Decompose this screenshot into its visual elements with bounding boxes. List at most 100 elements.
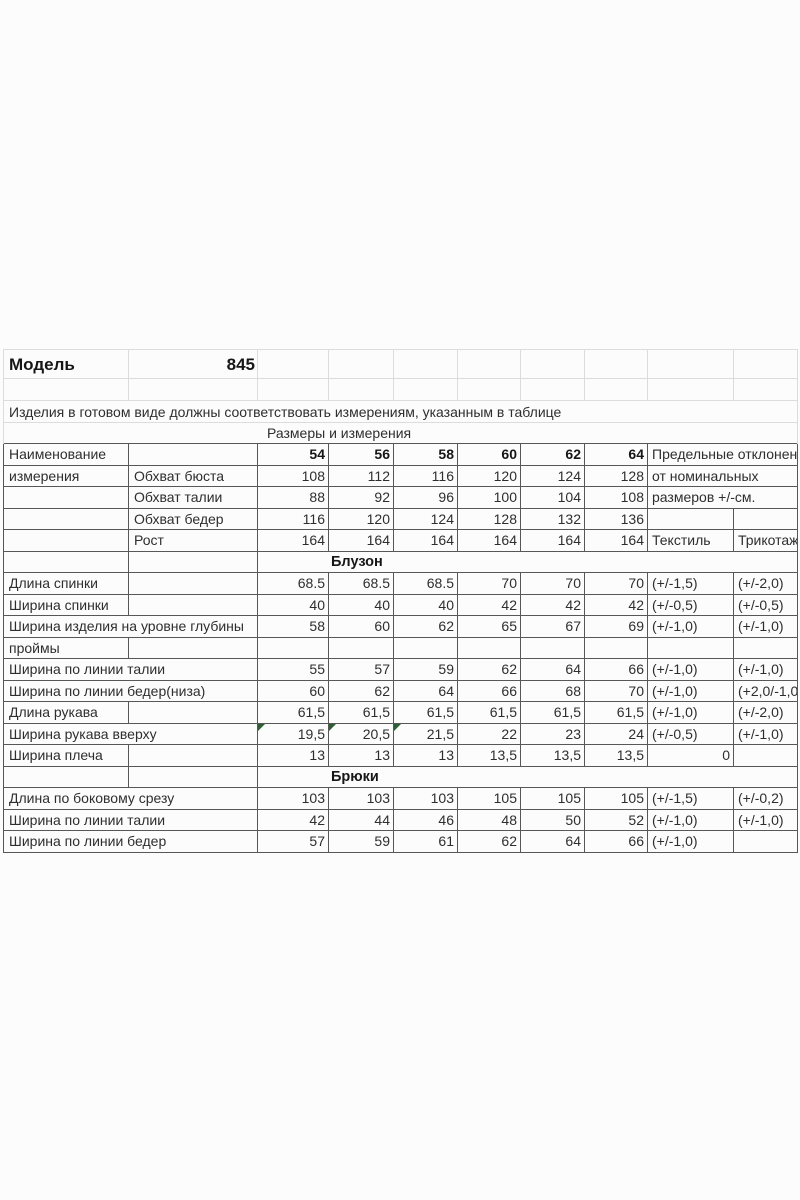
size-value: 108 [584,486,648,509]
empty-cell [257,636,329,659]
size-value-cell: 21,5 [393,722,458,745]
deviation-textile: (+/-1,0) [647,808,734,831]
size-value: 13 [393,744,458,767]
row-label: Ширина плеча [3,744,129,767]
row-label: Ширина по линии талии [3,658,258,681]
empty-cell [128,636,258,659]
size-value: 42 [457,593,521,616]
size-value: 21,5 [426,725,454,742]
size-value: 48 [457,808,521,831]
empty-cell [128,378,258,401]
size-value: 13 [257,744,329,767]
table-row: Ширина спинки 40 40 40 42 42 42 (+/-0,5)… [3,593,798,616]
empty-cell [733,378,798,401]
size-chart-table: Модель 845 Изделия в готовом виде должны… [3,349,798,853]
size-value: 52 [584,808,648,831]
size-value: 61,5 [257,701,329,724]
size-header: 60 [457,443,521,466]
size-value: 61 [393,830,458,853]
table-row: Ширина по линии талии 55 57 59 62 64 66 … [3,658,798,681]
size-value: 57 [257,830,329,853]
deviation-textile: (+/-1,0) [647,615,734,638]
empty-cell [3,529,129,552]
size-value: 42 [520,593,585,616]
size-value: 60 [328,615,394,638]
size-value: 61,5 [393,701,458,724]
empty-cell [257,349,329,379]
empty-cell [328,378,394,401]
comment-marker-icon [329,723,336,731]
deviation-textile: (+/-0,5) [647,593,734,616]
size-value: 164 [457,529,521,552]
size-value: 60 [257,679,329,702]
size-value: 70 [457,572,521,595]
deviation-knit: (+2,0/-1,0) [733,679,798,702]
empty-cell [128,593,258,616]
deviation-knit: (+/-1,0) [733,615,798,638]
size-chart-sheet: Модель 845 Изделия в готовом виде должны… [3,349,798,853]
size-value: 65 [457,615,521,638]
empty-cell [647,349,734,379]
deviation-textile: (+/-1,0) [647,701,734,724]
table-row: Модель 845 [3,349,798,379]
size-value: 19,5 [297,725,325,742]
row-label: Ширина спинки [3,593,129,616]
table-row: Длина по боковому срезу 103 103 103 105 … [3,787,798,810]
size-value: 13,5 [584,744,648,767]
textile-column-label: Текстиль [647,529,734,552]
empty-cell [733,744,798,767]
size-header: 54 [257,443,329,466]
fit-note: Изделия в готовом виде должны соответств… [3,400,798,423]
size-value: 68.5 [257,572,329,595]
size-value: 120 [457,464,521,487]
size-value: 62 [457,658,521,681]
size-value: 116 [257,507,329,530]
empty-cell [457,378,521,401]
empty-cell [584,378,648,401]
empty-cell [647,507,734,530]
deviation-textile: (+/-1,5) [647,787,734,810]
size-value: 116 [393,464,458,487]
size-value: 59 [328,830,394,853]
deviation-textile: (+/-1,0) [647,658,734,681]
knit-column-label: Трикотаж [733,529,798,552]
table-row: Ширина по линии бедер(низа) 60 62 64 66 … [3,679,798,702]
size-value: 164 [520,529,585,552]
table-row: Брюки [3,765,798,788]
deviation-knit: (+/-0,2) [733,787,798,810]
deviation-textile: (+/-1,0) [647,679,734,702]
empty-cell [520,349,585,379]
size-header: 58 [393,443,458,466]
size-value: 61,5 [457,701,521,724]
row-label: Ширина изделия на уровне глубины [3,615,258,638]
table-row: проймы [3,636,798,659]
size-value: 20,5 [362,725,390,742]
table-row: Длина спинки 68.5 68.5 68.5 70 70 70 (+/… [3,572,798,595]
size-header: 64 [584,443,648,466]
size-value: 64 [520,658,585,681]
empty-cell [733,507,798,530]
size-value: 112 [328,464,394,487]
empty-cell [328,636,394,659]
size-value: 132 [520,507,585,530]
size-value: 61,5 [328,701,394,724]
empty-cell [584,349,648,379]
empty-cell [733,636,798,659]
table-row: Размеры и измерения [3,422,798,444]
deviation-header-line1: Предельные отклонения [647,443,798,466]
deviation-knit: (+/-1,0) [733,658,798,681]
size-value: 88 [257,486,329,509]
deviation-knit: (+/-0,5) [733,593,798,616]
table-row: Обхват бедер 116 120 124 128 132 136 [3,507,798,530]
header-name-line1: Наименование [3,443,129,466]
empty-cell [647,378,734,401]
deviation-knit: (+/-1,0) [733,722,798,745]
empty-cell [128,572,258,595]
row-label: Длина рукава [3,701,129,724]
table-row: Длина рукава 61,5 61,5 61,5 61,5 61,5 61… [3,701,798,724]
size-value: 105 [520,787,585,810]
section-title-trousers: Брюки [257,765,798,788]
row-label: Ширина рукава вверху [3,722,258,745]
deviation-knit: (+/-2,0) [733,701,798,724]
